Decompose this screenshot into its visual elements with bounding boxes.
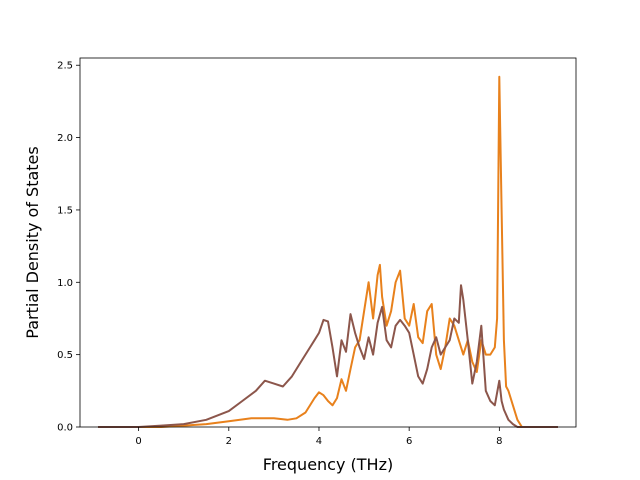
y-tick-label: 1.0 — [57, 278, 73, 289]
x-axis-ticks: 0 2 4 6 8 — [135, 427, 503, 447]
x-tick-label: 4 — [316, 436, 322, 447]
plot-area — [98, 75, 558, 428]
y-tick-label: 1.5 — [57, 205, 73, 216]
x-tick-label: 6 — [406, 436, 412, 447]
x-axis-label: Frequency (THz) — [263, 455, 393, 474]
x-tick-label: 2 — [226, 436, 232, 447]
series-line-2 — [98, 284, 558, 428]
y-axis-ticks: 0.0 0.5 1.0 1.5 2.0 2.5 — [57, 61, 80, 434]
axes-frame — [79, 57, 577, 428]
y-tick-label: 0.0 — [57, 423, 73, 434]
y-tick-label: 2.0 — [57, 133, 73, 144]
y-tick-label: 0.5 — [57, 350, 73, 361]
series-line-1 — [98, 75, 558, 428]
x-tick-label: 8 — [496, 436, 502, 447]
x-tick-label: 0 — [135, 436, 141, 447]
y-axis-label: Partial Density of States — [23, 146, 42, 338]
y-tick-label: 2.5 — [57, 61, 73, 72]
